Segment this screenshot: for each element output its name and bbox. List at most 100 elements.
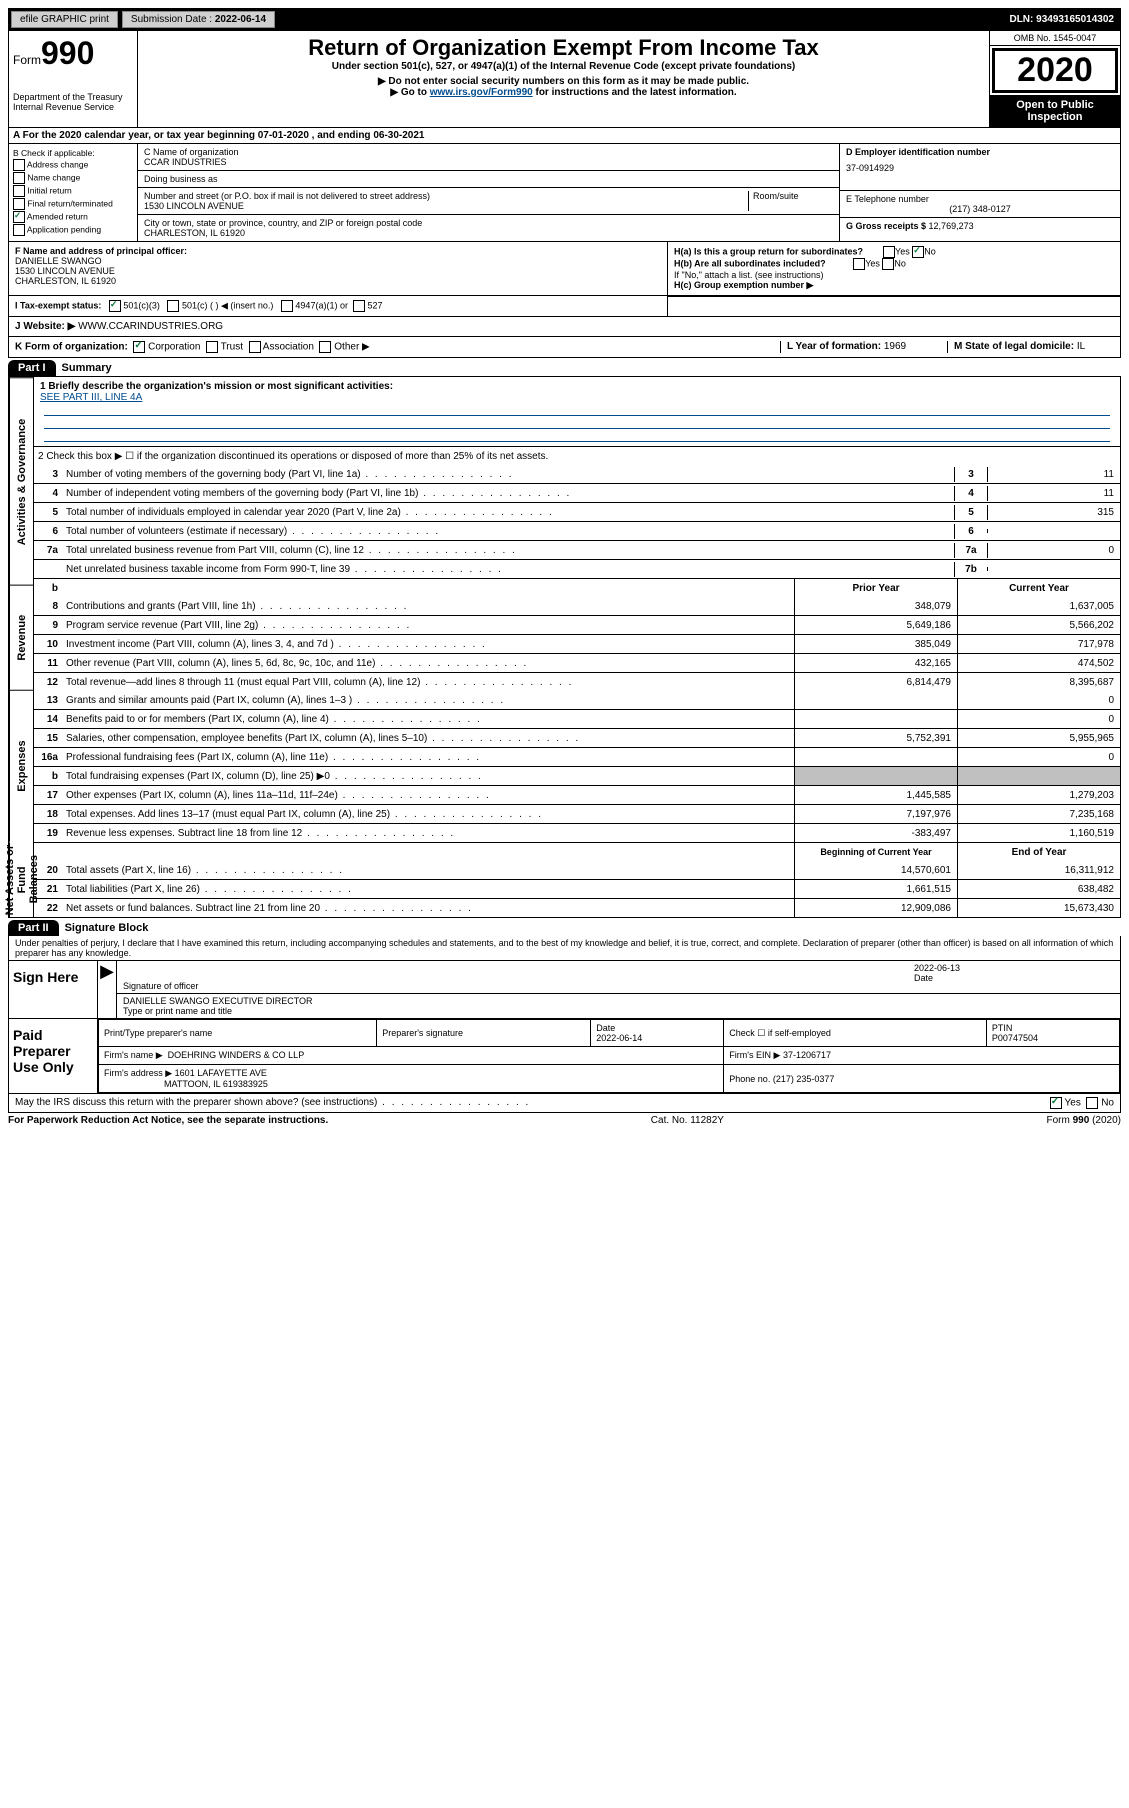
ein-label: D Employer identification number [846,147,990,157]
form-number: 990 [41,35,94,71]
footer-left: For Paperwork Reduction Act Notice, see … [8,1115,328,1126]
officer-addr2: CHARLESTON, IL 61920 [15,276,116,286]
phone-label: E Telephone number [846,194,1114,204]
side-net-assets: Net Assets or Fund Balances [9,842,34,917]
submission-date-value: 2022-06-14 [215,14,266,25]
table-row: Firm's address ▶ 1601 LAFAYETTE AVE MATT… [99,1065,1120,1093]
row-a-text: A For the 2020 calendar year, or tax yea… [13,130,424,141]
row-k-label: K Form of organization: [15,342,128,353]
irs-label: Internal Revenue Service [13,102,133,112]
tax-year: 2020 [992,48,1118,93]
check-final-return[interactable]: Final return/terminated [13,198,133,210]
city-label: City or town, state or province, country… [144,218,833,228]
table-row: 15Salaries, other compensation, employee… [34,728,1120,747]
officer-printed-name: DANIELLE SWANGO EXECUTIVE DIRECTOR [123,996,1114,1006]
check-application-pending[interactable]: Application pending [13,224,133,236]
dba-label: Doing business as [144,174,833,184]
form-note1: ▶ Do not enter social security numbers o… [142,76,985,87]
discuss-yes-no: Yes No [1050,1097,1114,1109]
table-row: 22Net assets or fund balances. Subtract … [34,898,1120,917]
open-public-badge: Open to Public Inspection [990,95,1120,127]
table-row: 21Total liabilities (Part X, line 26)1,6… [34,879,1120,898]
side-governance: Activities & Governance [9,377,34,585]
preparer-table: Print/Type preparer's name Preparer's si… [98,1019,1120,1093]
summary-table: Activities & Governance Revenue Expenses… [8,376,1121,918]
note2-pre: ▶ Go to [390,87,429,98]
table-row: 16aProfessional fundraising fees (Part I… [34,747,1120,766]
gross-label: G Gross receipts $ [846,221,929,231]
section-f: F Name and address of principal officer:… [9,242,667,295]
website-value: WWW.CCARINDUSTRIES.ORG [78,321,223,332]
discuss-no-check[interactable] [1086,1097,1098,1109]
check-corporation[interactable] [133,341,145,353]
room-label: Room/suite [748,191,833,211]
sig-date-label: Date [914,973,1114,983]
type-name-label: Type or print name and title [123,1006,1114,1016]
table-row: 7aTotal unrelated business revenue from … [34,540,1120,559]
org-name-cell: C Name of organization CCAR INDUSTRIES [138,144,839,171]
check-527[interactable] [353,300,365,312]
submission-date-box: Submission Date : 2022-06-14 [122,11,275,28]
line-b-marker: b [34,583,62,594]
ptin-cell: PTINP00747504 [986,1020,1119,1047]
table-row: Firm's name ▶ DOEHRING WINDERS & CO LLP … [99,1047,1120,1065]
table-row: 5Total number of individuals employed in… [34,502,1120,521]
sign-here-label: Sign Here [9,961,98,1018]
prep-name-label: Print/Type preparer's name [99,1020,377,1047]
part2-title: Signature Block [65,922,149,934]
efile-print-button[interactable]: efile GRAPHIC print [11,11,118,28]
form-note2: ▶ Go to www.irs.gov/Form990 for instruct… [142,87,985,98]
sig-date: 2022-06-13 [914,963,1114,973]
check-amended-return[interactable]: Amended return [13,211,133,223]
check-name-change[interactable]: Name change [13,172,133,184]
phone-cell: E Telephone number (217) 348-0127 [840,191,1120,218]
city-value: CHARLESTON, IL 61920 [144,228,833,238]
preparer-right: Print/Type preparer's name Preparer's si… [98,1019,1120,1093]
officer-name-row: DANIELLE SWANGO EXECUTIVE DIRECTOR Type … [117,994,1120,1018]
h-c: H(c) Group exemption number ▶ [674,280,1114,291]
row-j: J Website: ▶ WWW.CCARINDUSTRIES.ORG [8,317,1121,337]
phone-value: (217) 348-0127 [846,204,1114,214]
check-501c3[interactable] [109,300,121,312]
table-row: 3Number of voting members of the governi… [34,465,1120,483]
row-i: I Tax-exempt status: 501(c)(3) 501(c) ( … [8,296,1121,317]
discuss-yes-check[interactable] [1050,1097,1062,1109]
check-trust[interactable] [206,341,218,353]
h-b-note: If "No," attach a list. (see instruction… [674,270,1114,280]
footer-center: Cat. No. 11282Y [651,1115,724,1126]
current-year-header: Current Year [957,579,1120,597]
footer-right: Form 990 (2020) [1047,1115,1121,1126]
check-other[interactable] [319,341,331,353]
section-k: K Form of organization: Corporation Trus… [15,341,780,353]
check-initial-return[interactable]: Initial return [13,185,133,197]
table-row: bTotal fundraising expenses (Part IX, co… [34,766,1120,785]
page-footer: For Paperwork Reduction Act Notice, see … [8,1115,1121,1126]
firm-name-cell: Firm's name ▶ DOEHRING WINDERS & CO LLP [99,1047,724,1065]
discuss-text: May the IRS discuss this return with the… [15,1097,530,1109]
side-expenses: Expenses [9,690,34,842]
dba-cell: Doing business as [138,171,839,188]
check-association[interactable] [249,341,261,353]
part1-tab: Part I [8,360,56,376]
header-center: Return of Organization Exempt From Incom… [138,31,989,127]
check-address-change[interactable]: Address change [13,159,133,171]
table-row: 19Revenue less expenses. Subtract line 1… [34,823,1120,842]
irs-form990-link[interactable]: www.irs.gov/Form990 [430,87,533,98]
sign-here-row: Sign Here ▶ Signature of officer 2022-06… [9,961,1120,1018]
table-row: 4Number of independent voting members of… [34,483,1120,502]
check-4947[interactable] [281,300,293,312]
mission-block: 1 Briefly describe the organization's mi… [34,377,1120,446]
signature-block: Under penalties of perjury, I declare th… [8,936,1121,1113]
part1-title: Summary [62,362,112,374]
prep-date-cell: Date2022-06-14 [591,1020,724,1047]
check-501c[interactable] [167,300,179,312]
street-value: 1530 LINCOLN AVENUE [144,201,748,211]
revenue-header: b Prior Year Current Year [34,578,1120,597]
form-subtitle: Under section 501(c), 527, or 4947(a)(1)… [142,61,985,72]
principal-officer-label: F Name and address of principal officer: [15,246,187,256]
org-name-label: C Name of organization [144,147,833,157]
table-row: 14Benefits paid to or for members (Part … [34,709,1120,728]
line-2: 2 Check this box ▶ ☐ if the organization… [34,446,1120,465]
header-right: OMB No. 1545-0047 2020 Open to Public In… [989,31,1120,127]
gross-receipts-cell: G Gross receipts $ 12,769,273 [840,218,1120,234]
